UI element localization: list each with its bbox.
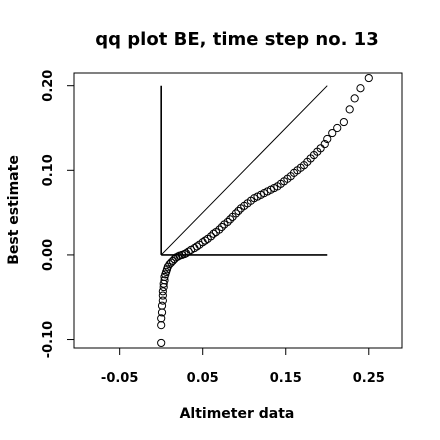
plot-frame	[73, 72, 403, 349]
data-point	[158, 287, 167, 296]
y-axis-label: Best estimate	[6, 155, 22, 265]
data-point	[209, 229, 218, 238]
data-point	[345, 105, 354, 114]
x-axis-label: Altimeter data	[180, 406, 295, 422]
y-tick-label: -0.10	[41, 321, 56, 358]
data-point	[339, 117, 348, 127]
data-point	[223, 217, 232, 227]
data-point	[226, 215, 235, 224]
y-tick-label: 0.00	[41, 239, 56, 271]
data-point	[157, 338, 166, 348]
data-point	[350, 94, 359, 103]
identity-reference-line	[160, 85, 328, 256]
data-point	[158, 291, 167, 300]
data-point	[234, 206, 243, 216]
data-point	[160, 276, 169, 285]
x-tick-label: 0.25	[353, 371, 385, 386]
x-axis: -0.05 0.05 0.15 0.25	[101, 348, 385, 386]
y-tick-label: 0.20	[41, 70, 56, 102]
x-tick-label: 0.15	[270, 371, 302, 386]
data-point	[328, 128, 337, 138]
data-points	[157, 73, 373, 348]
data-point	[217, 222, 226, 232]
y-axis: -0.10 0.00 0.10 0.20	[41, 70, 74, 358]
data-point	[356, 84, 365, 93]
chart-title: qq plot BE, time step no. 13	[95, 29, 378, 50]
y-tick-label: 0.10	[41, 154, 56, 186]
data-point	[201, 236, 210, 245]
data-point	[180, 249, 189, 259]
data-point	[320, 139, 329, 149]
data-point	[157, 301, 167, 310]
data-point	[157, 314, 166, 323]
x-tick-label: 0.05	[187, 371, 219, 386]
data-point	[215, 225, 224, 234]
data-point	[231, 209, 241, 218]
data-point	[333, 123, 342, 133]
data-point	[158, 296, 167, 305]
data-point	[192, 242, 201, 251]
data-point	[316, 144, 325, 153]
data-point	[364, 73, 373, 83]
data-point	[323, 134, 332, 144]
data-point	[206, 232, 216, 241]
x-tick-label: -0.05	[101, 371, 138, 386]
